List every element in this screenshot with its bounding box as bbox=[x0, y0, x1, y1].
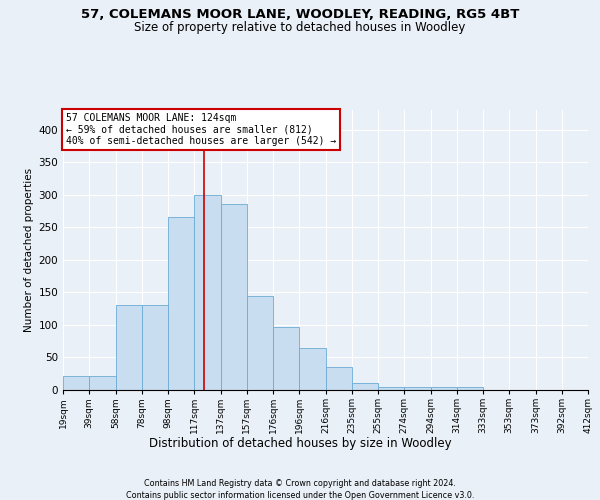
Text: Size of property relative to detached houses in Woodley: Size of property relative to detached ho… bbox=[134, 21, 466, 34]
Y-axis label: Number of detached properties: Number of detached properties bbox=[24, 168, 34, 332]
Text: 57 COLEMANS MOOR LANE: 124sqm
← 59% of detached houses are smaller (812)
40% of : 57 COLEMANS MOOR LANE: 124sqm ← 59% of d… bbox=[65, 113, 336, 146]
Bar bbox=[404, 388, 431, 390]
Bar bbox=[431, 388, 457, 390]
Bar bbox=[352, 384, 378, 390]
Bar bbox=[115, 306, 142, 390]
Text: Contains public sector information licensed under the Open Government Licence v3: Contains public sector information licen… bbox=[126, 491, 474, 500]
Bar bbox=[378, 386, 404, 390]
Text: Distribution of detached houses by size in Woodley: Distribution of detached houses by size … bbox=[149, 438, 451, 450]
Bar bbox=[247, 296, 273, 390]
Bar bbox=[325, 366, 352, 390]
Bar bbox=[273, 327, 299, 390]
Text: Contains HM Land Registry data © Crown copyright and database right 2024.: Contains HM Land Registry data © Crown c… bbox=[144, 479, 456, 488]
Bar bbox=[299, 348, 325, 390]
Bar bbox=[89, 376, 115, 390]
Bar bbox=[221, 204, 247, 390]
Bar bbox=[63, 376, 89, 390]
Bar bbox=[457, 388, 483, 390]
Bar bbox=[142, 306, 168, 390]
Bar bbox=[194, 194, 221, 390]
Text: 57, COLEMANS MOOR LANE, WOODLEY, READING, RG5 4BT: 57, COLEMANS MOOR LANE, WOODLEY, READING… bbox=[81, 8, 519, 20]
Bar bbox=[168, 218, 194, 390]
